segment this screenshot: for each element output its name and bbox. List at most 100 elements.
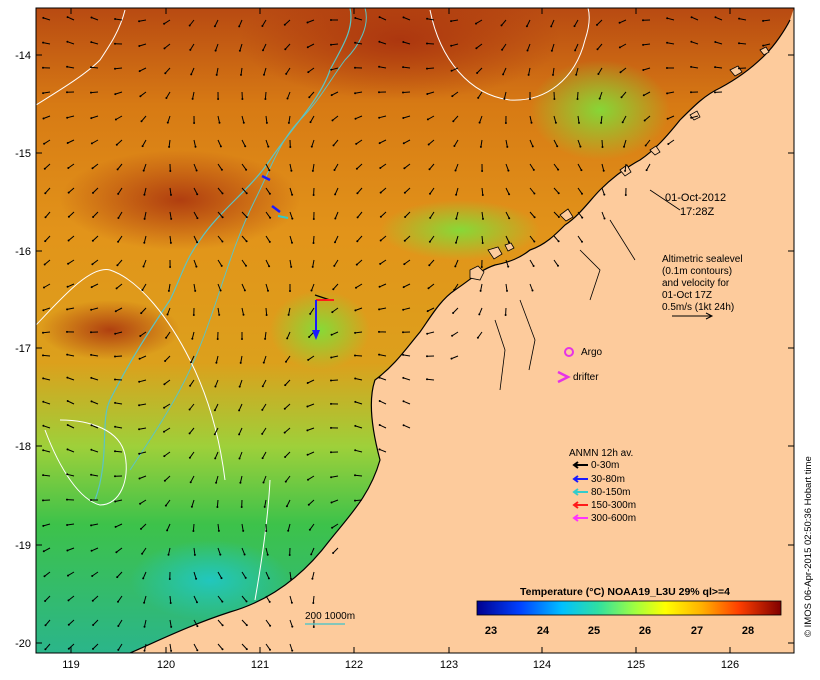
velocity-arrow-head [481, 170, 484, 172]
velocity-arrow-head [307, 358, 310, 361]
velocity-arrow-head [553, 98, 556, 100]
velocity-arrow-head [601, 146, 604, 148]
velocity-arrow [216, 67, 219, 75]
velocity-arrow-head [67, 574, 69, 577]
velocity-arrow [429, 163, 435, 170]
velocity-arrow [143, 235, 147, 243]
velocity-arrow [481, 235, 484, 244]
velocity-arrow-head [331, 526, 334, 529]
velocity-arrow [667, 91, 675, 94]
velocity-arrow-head [114, 67, 116, 70]
velocity-arrow-head [261, 385, 264, 388]
velocity-arrow-head [42, 354, 44, 357]
velocity-arrow-head [117, 648, 120, 651]
velocity-arrow-head [762, 19, 765, 22]
velocity-arrow [427, 331, 435, 335]
velocity-arrow [715, 41, 723, 45]
velocity-arrow-head [216, 338, 219, 340]
velocity-arrow [619, 43, 627, 48]
coastline [129, 19, 791, 653]
velocity-arrow-head [378, 40, 381, 43]
velocity-arrow [169, 595, 172, 604]
velocity-arrow-head [262, 481, 265, 484]
velocity-arrow-head [44, 192, 47, 195]
velocity-arrow [379, 139, 387, 144]
velocity-arrow [334, 163, 339, 171]
velocity-arrow-head [624, 194, 627, 196]
velocity-arrow-head [426, 310, 429, 313]
velocity-arrow [263, 475, 267, 483]
velocity-arrow [620, 67, 627, 73]
velocity-arrow [238, 427, 243, 435]
velocity-arrow-head [356, 216, 359, 219]
velocity-arrow-head [354, 377, 357, 380]
velocity-arrow [357, 211, 363, 218]
velocity-arrow [502, 67, 507, 75]
velocity-arrow [284, 19, 291, 26]
velocity-arrow [215, 43, 219, 51]
velocity-arrow [380, 163, 387, 169]
velocity-arrow [597, 43, 603, 50]
velocity-arrow [332, 283, 339, 290]
velocity-arrow [239, 379, 243, 387]
velocity-arrow [239, 475, 243, 483]
velocity-arrow-head [268, 240, 271, 243]
velocity-arrow [214, 379, 219, 387]
colorbar-tick-label: 25 [588, 625, 600, 637]
warm-patch [40, 300, 180, 360]
velocity-arrow-head [738, 67, 740, 70]
velocity-arrow-head [531, 145, 534, 148]
velocity-arrow-head [475, 47, 478, 50]
velocity-arrow [553, 139, 558, 147]
velocity-arrow-head [91, 263, 94, 266]
velocity-arrow [552, 67, 555, 75]
velocity-arrow [600, 115, 603, 123]
velocity-arrow-head [267, 577, 270, 580]
velocity-arrow-head [289, 146, 292, 148]
velocity-arrow [216, 499, 219, 508]
velocity-arrow-head [291, 193, 294, 196]
velocity-arrow [501, 19, 507, 26]
velocity-arrow-head [645, 169, 648, 172]
velocity-arrow [330, 379, 339, 381]
velocity-arrow-head [217, 529, 220, 532]
isobath-200m [94, 8, 352, 501]
velocity-arrow-head [139, 502, 142, 505]
velocity-arrow-head [332, 552, 335, 554]
velocity-arrows [42, 16, 771, 652]
velocity-arrow-head [642, 94, 645, 97]
velocity-arrow [429, 211, 435, 219]
velocity-arrow [43, 307, 51, 311]
velocity-arrow [265, 283, 269, 291]
velocity-arrow [308, 499, 315, 506]
velocity-arrow [67, 16, 75, 21]
velocity-arrow-head [355, 167, 358, 170]
x-tick-label: 126 [721, 659, 739, 671]
velocity-arrow-head [267, 289, 269, 292]
velocity-arrow [452, 307, 459, 314]
velocity-arrow-head [479, 289, 482, 292]
velocity-arrow-head [306, 453, 309, 456]
velocity-arrow [453, 283, 459, 291]
velocity-arrow-head [290, 169, 293, 172]
velocity-arrow [114, 450, 123, 453]
velocity-arrow [241, 283, 246, 291]
velocity-arrow-head [288, 554, 291, 556]
velocity-arrow [217, 283, 222, 291]
velocity-arrow [115, 523, 123, 528]
velocity-arrow [238, 19, 243, 27]
anmn-legend-label: 300-600m [591, 513, 636, 524]
x-tick-label: 121 [251, 659, 269, 671]
velocity-arrow-head [312, 218, 315, 220]
anmn-legend-item: 150-300m [572, 500, 636, 511]
velocity-arrow-head [169, 602, 172, 604]
velocity-arrow [214, 427, 219, 435]
velocity-arrow-head [307, 503, 310, 506]
velocity-arrow [91, 283, 99, 288]
velocity-arrow-head [356, 240, 359, 243]
anmn-title: ANMN 12h av. [569, 448, 633, 459]
velocity-arrow-head [557, 264, 559, 267]
velocity-arrow-head [426, 355, 428, 358]
velocity-arrow-head [245, 624, 248, 627]
velocity-arrow [426, 43, 435, 45]
